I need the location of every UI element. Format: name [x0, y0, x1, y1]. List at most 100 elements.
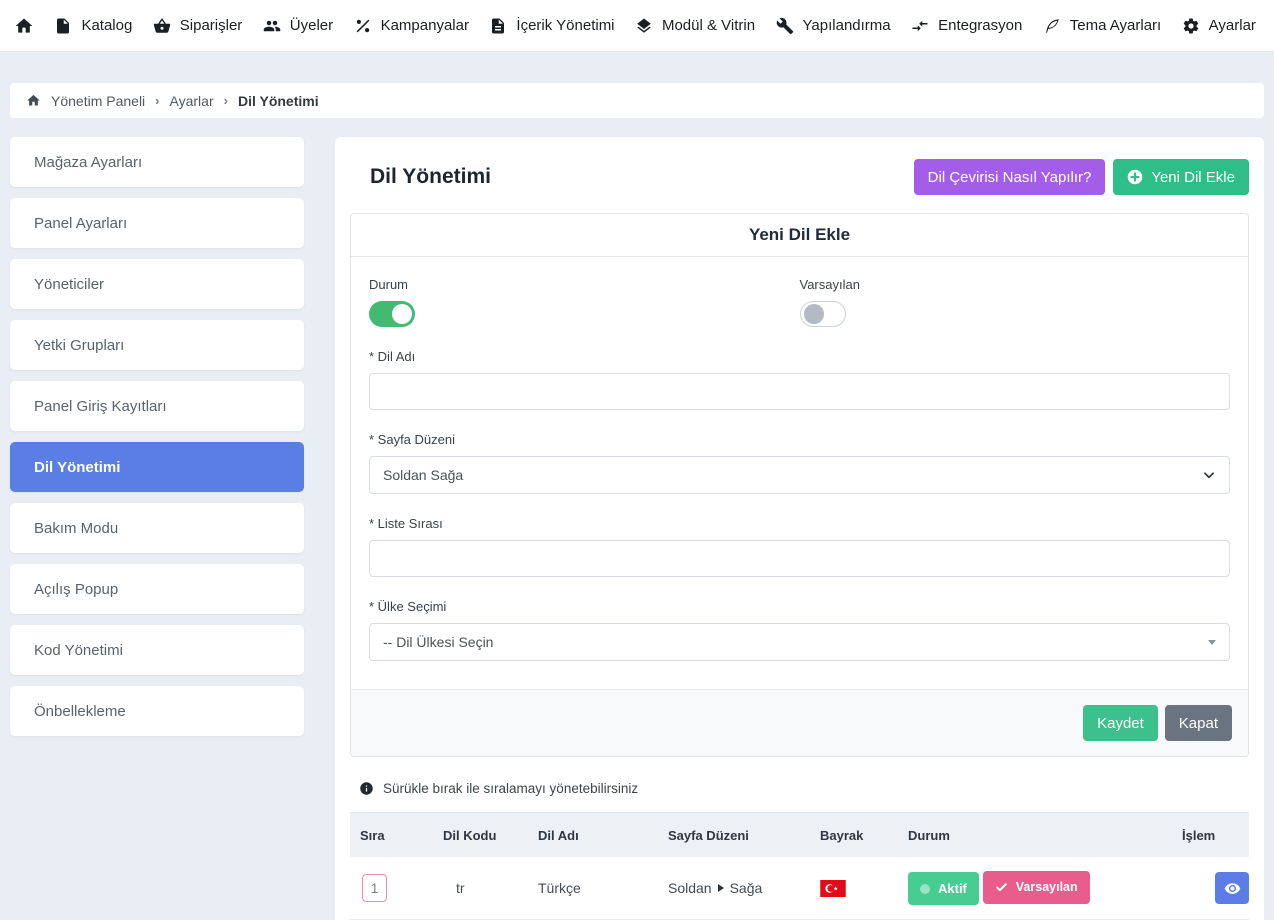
list-order-input[interactable]: [369, 540, 1230, 577]
sidebar-item-label: Panel Giriş Kayıtları: [34, 397, 167, 415]
sidebar-item-label: Dil Yönetimi: [34, 458, 121, 476]
nav-item-entegrasyon[interactable]: Entegrasyon: [911, 17, 1022, 35]
breadcrumb-item-yonetim-paneli[interactable]: Yönetim Paneli: [51, 92, 146, 109]
close-button[interactable]: Kapat: [1164, 705, 1232, 741]
page-layout-select[interactable]: Soldan Sağa: [369, 456, 1230, 494]
col-header-dil-kodu: Dil Kodu: [443, 827, 497, 843]
sidebar-item-onbellekleme[interactable]: Önbellekleme: [10, 686, 304, 736]
users-icon: [263, 20, 281, 31]
sidebar-item-label: Bakım Modu: [34, 519, 119, 537]
language-name-label: * Dil Adı: [369, 349, 416, 364]
basket-icon: [153, 18, 171, 33]
layers-icon: [637, 18, 651, 33]
triangle-right-icon: [717, 884, 724, 892]
nav-item-label: Kampanyalar: [380, 17, 469, 34]
sidebar-item-dil-yonetimi[interactable]: Dil Yönetimi: [10, 442, 304, 492]
sidebar-item-panel-ayarlari[interactable]: Panel Ayarları: [10, 198, 304, 248]
content-area: Mağaza Ayarları Panel Ayarları Yöneticil…: [0, 137, 1274, 920]
page-layout-label: * Sayfa Düzeni: [369, 432, 455, 447]
percent-icon: [356, 19, 369, 32]
file-icon: [57, 18, 70, 33]
sidebar-item-yetki-gruplari[interactable]: Yetki Grupları: [10, 320, 304, 370]
breadcrumb-item-current: Dil Yönetimi: [237, 92, 319, 109]
form-title: Yeni Dil Ekle: [351, 214, 1248, 257]
header-actions: Dil Çevirisi Nasıl Yapılır? Yeni Dil Ekl…: [913, 159, 1249, 195]
new-language-form: Yeni Dil Ekle Durum Varsayılan * D: [350, 213, 1249, 757]
chevron-right-icon: ›: [155, 93, 160, 108]
drag-drop-info-text: Sürükle bırak ile sıralamayı yönetebilir…: [383, 781, 639, 796]
nav-item-yapilandirma[interactable]: Yapılandırma: [776, 17, 891, 35]
nav-item-label: Üyeler: [289, 17, 334, 34]
nav-item-label: Ayarlar: [1208, 17, 1256, 34]
toggle-knob: [392, 304, 412, 324]
caret-down-icon: [1208, 639, 1216, 645]
sidebar-item-magaza-ayarlari[interactable]: Mağaza Ayarları: [10, 137, 304, 187]
row-page-layout: Soldan Sağa: [668, 880, 820, 896]
chevron-right-icon: ›: [223, 93, 228, 108]
nav-item-kampanyalar[interactable]: Kampanyalar: [354, 17, 469, 35]
sidebar-item-bakim-modu[interactable]: Bakım Modu: [10, 503, 304, 553]
add-language-button[interactable]: Yeni Dil Ekle: [1113, 159, 1249, 195]
nav-item-label: Siparişler: [179, 17, 243, 34]
sidebar-item-label: Yetki Grupları: [34, 336, 125, 354]
languages-table: Sıra Dil Kodu Dil Adı Sayfa Düzeni Bayra…: [350, 812, 1249, 920]
row-language-code: tr: [456, 880, 465, 896]
list-order-label: * Liste Sırası: [369, 516, 443, 531]
country-select-value: -- Dil Ülkesi Seçin: [383, 634, 494, 650]
transfer-arrows-icon: [912, 20, 928, 31]
sidebar-item-label: Mağaza Ayarları: [34, 153, 143, 171]
nav-item-label: Entegrasyon: [938, 17, 1023, 34]
row-language-name: Türkçe: [538, 880, 581, 896]
nav-item-katalog[interactable]: Katalog: [54, 17, 132, 35]
top-navbar: Katalog Siparişler Üyeler Kampanyalar İç…: [0, 0, 1274, 52]
nav-item-uyeler[interactable]: Üyeler: [263, 17, 333, 35]
status-active-badge[interactable]: Aktif: [908, 872, 979, 906]
toggle-knob: [803, 304, 824, 324]
sidebar-item-label: Yöneticiler: [34, 275, 105, 293]
home-icon: [15, 18, 33, 33]
row-status-cell: Aktif Varsayılan: [908, 870, 1182, 906]
document-icon: [492, 18, 505, 33]
feather-icon: [1045, 18, 1059, 33]
page-title: Dil Yönetimi: [370, 165, 491, 188]
check-icon: [995, 883, 1007, 891]
form-footer: Kaydet Kapat: [351, 689, 1248, 756]
nav-item-label: Modül & Vitrin: [661, 17, 756, 34]
col-header-durum: Durum: [908, 827, 950, 843]
sidebar-item-acilis-popup[interactable]: Açılış Popup: [10, 564, 304, 614]
default-language-badge[interactable]: Varsayılan: [982, 870, 1090, 904]
nav-item-label: İçerik Yönetimi: [516, 17, 615, 34]
plus-circle-icon: [1128, 169, 1143, 185]
status-label: Durum: [369, 277, 409, 292]
home-icon: [27, 94, 40, 106]
sidebar-item-kod-yonetimi[interactable]: Kod Yönetimi: [10, 625, 304, 675]
status-toggle[interactable]: [369, 301, 415, 327]
save-button[interactable]: Kaydet: [1083, 705, 1158, 741]
nav-item-ayarlar[interactable]: Ayarlar: [1182, 17, 1256, 35]
sidebar-item-yoneticiler[interactable]: Yöneticiler: [10, 259, 304, 309]
nav-item-icerik-yonetimi[interactable]: İçerik Yönetimi: [489, 17, 615, 35]
table-row: 1 tr Türkçe Soldan Sağa: [350, 857, 1249, 920]
row-order-handle[interactable]: 1: [362, 874, 387, 902]
nav-item-label: Katalog: [81, 17, 133, 34]
page-layout-value: Soldan Sağa: [383, 467, 464, 483]
row-actions-cell: [1182, 872, 1249, 904]
country-select[interactable]: -- Dil Ülkesi Seçin: [369, 623, 1230, 661]
sidebar-item-label: Önbellekleme: [34, 702, 126, 720]
layout-from-text: Soldan: [668, 880, 712, 896]
sidebar-item-label: Panel Ayarları: [34, 214, 128, 232]
language-name-input[interactable]: [369, 373, 1230, 410]
translation-help-button[interactable]: Dil Çevirisi Nasıl Yapılır?: [913, 159, 1106, 195]
view-language-button[interactable]: [1215, 872, 1249, 904]
nav-item-siparisler[interactable]: Siparişler: [153, 17, 243, 35]
sidebar-item-panel-giris-kayitlari[interactable]: Panel Giriş Kayıtları: [10, 381, 304, 431]
nav-item-tema-ayarlari[interactable]: Tema Ayarları: [1043, 17, 1161, 35]
turkish-flag-icon: [820, 879, 846, 897]
sidebar-item-label: Açılış Popup: [34, 580, 119, 598]
nav-home[interactable]: [14, 16, 34, 36]
table-header-row: Sıra Dil Kodu Dil Adı Sayfa Düzeni Bayra…: [350, 813, 1249, 857]
wrench-icon: [776, 17, 793, 34]
breadcrumb-item-ayarlar[interactable]: Ayarlar: [169, 92, 214, 109]
nav-item-modul-vitrin[interactable]: Modül & Vitrin: [635, 17, 755, 35]
default-toggle[interactable]: [799, 301, 846, 327]
